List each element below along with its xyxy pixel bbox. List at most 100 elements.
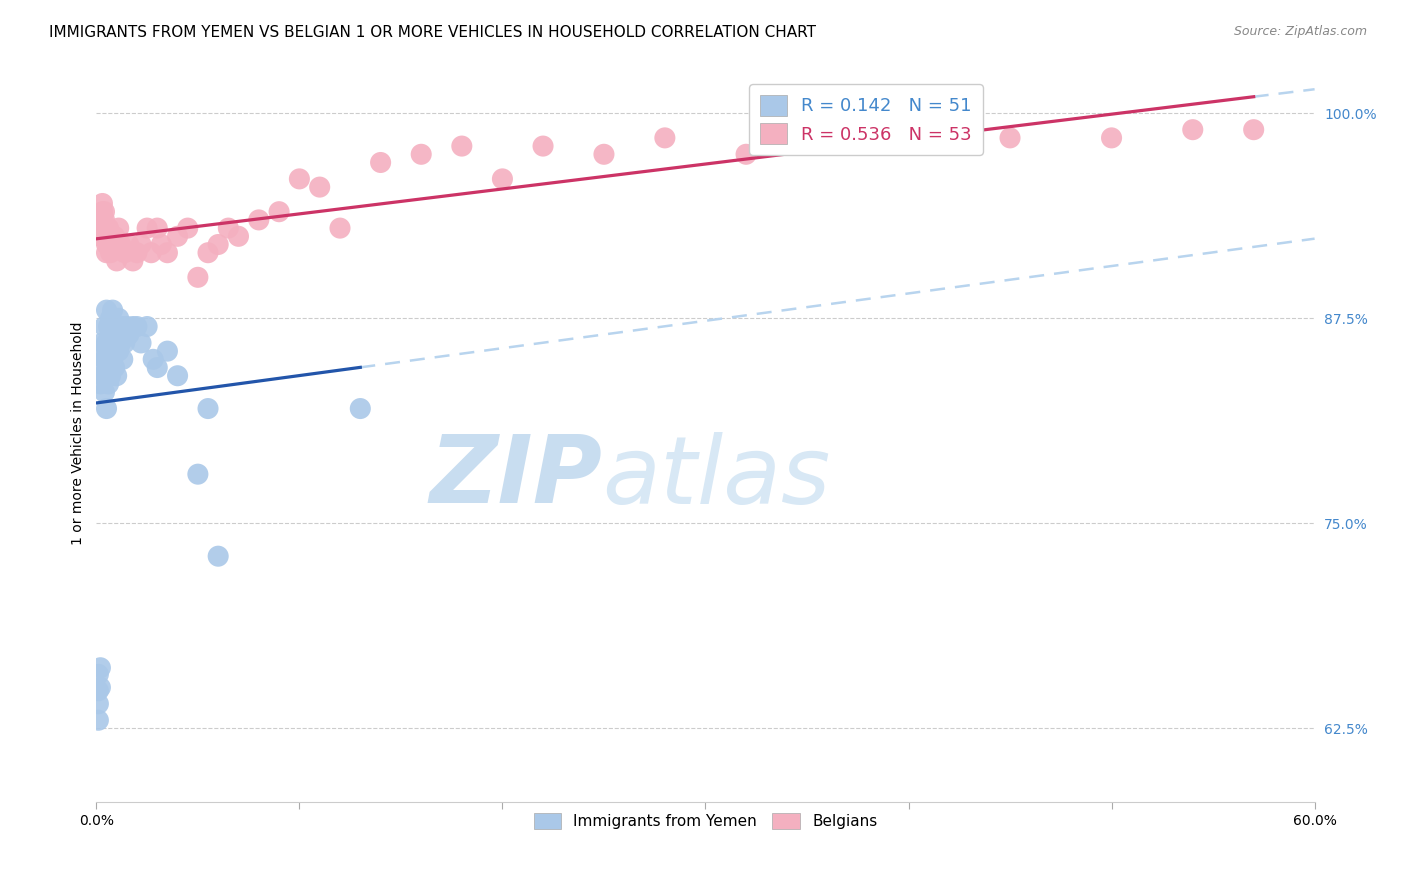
Point (87, 697, 110, 711)
Point (166, 368, 188, 383)
Point (654, 131, 676, 145)
Point (91, 204, 114, 219)
Point (105, 254, 128, 268)
Point (228, 229, 250, 244)
Text: atlas: atlas (602, 432, 830, 523)
Point (1243, 122, 1265, 136)
Point (101, 237, 124, 252)
Point (96, 245, 118, 260)
Point (122, 319, 145, 334)
Point (100, 344, 122, 359)
Point (142, 352, 165, 367)
Point (97, 319, 120, 334)
Point (125, 319, 148, 334)
Point (288, 172, 311, 186)
Point (156, 344, 179, 359)
Point (87, 713, 110, 727)
Point (177, 221, 200, 235)
Point (105, 319, 128, 334)
Point (118, 327, 141, 342)
Point (89, 229, 111, 244)
Text: ZIP: ZIP (429, 432, 602, 524)
Point (91, 196, 114, 211)
Point (329, 221, 352, 235)
Point (118, 237, 141, 252)
Point (97, 344, 120, 359)
Point (141, 245, 163, 260)
Point (1101, 131, 1123, 145)
Point (93, 204, 115, 219)
Point (129, 335, 152, 350)
Point (97, 221, 120, 235)
Point (491, 172, 513, 186)
Point (411, 147, 433, 161)
Point (166, 229, 188, 244)
Point (107, 221, 129, 235)
Point (207, 549, 229, 564)
Point (897, 122, 920, 136)
Point (207, 237, 229, 252)
Point (89, 681, 111, 695)
Point (107, 344, 129, 359)
Point (97, 376, 120, 391)
Point (104, 229, 127, 244)
Point (101, 360, 124, 375)
Point (91, 368, 114, 383)
Point (136, 221, 159, 235)
Point (146, 221, 169, 235)
Point (87, 221, 110, 235)
Point (105, 368, 128, 383)
Point (136, 319, 159, 334)
Point (450, 139, 472, 153)
Point (87, 683, 110, 698)
Point (101, 335, 124, 350)
Point (87, 667, 110, 681)
Point (89, 376, 111, 391)
Point (267, 204, 290, 219)
Point (96, 335, 118, 350)
Legend: Immigrants from Yemen, Belgians: Immigrants from Yemen, Belgians (527, 807, 883, 835)
Point (96, 401, 118, 416)
Point (93, 213, 115, 227)
Point (1181, 122, 1204, 136)
Point (104, 327, 127, 342)
Point (187, 270, 209, 285)
Point (110, 335, 132, 350)
Point (100, 245, 122, 260)
Point (998, 131, 1021, 145)
Point (197, 401, 219, 416)
Text: IMMIGRANTS FROM YEMEN VS BELGIAN 1 OR MORE VEHICLES IN HOUSEHOLD CORRELATION CHA: IMMIGRANTS FROM YEMEN VS BELGIAN 1 OR MO… (49, 25, 817, 40)
Text: Source: ZipAtlas.com: Source: ZipAtlas.com (1233, 25, 1367, 38)
Point (187, 467, 209, 482)
Point (96, 303, 118, 318)
Point (735, 147, 758, 161)
Y-axis label: 1 or more Vehicles in Household: 1 or more Vehicles in Household (72, 321, 86, 545)
Point (122, 254, 145, 268)
Point (114, 335, 136, 350)
Point (97, 237, 120, 252)
Point (101, 303, 124, 318)
Point (104, 360, 127, 375)
Point (349, 401, 371, 416)
Point (115, 319, 138, 334)
Point (89, 661, 111, 675)
Point (96, 368, 118, 383)
Point (89, 344, 111, 359)
Point (114, 245, 136, 260)
Point (91, 360, 114, 375)
Point (129, 237, 152, 252)
Point (370, 155, 392, 169)
Point (100, 368, 122, 383)
Point (150, 237, 173, 252)
Point (100, 229, 122, 244)
Point (91, 335, 114, 350)
Point (100, 311, 122, 326)
Point (107, 311, 129, 326)
Point (197, 245, 219, 260)
Point (93, 352, 115, 367)
Point (146, 360, 169, 375)
Point (593, 147, 616, 161)
Point (217, 221, 239, 235)
Point (93, 319, 115, 334)
Point (111, 319, 134, 334)
